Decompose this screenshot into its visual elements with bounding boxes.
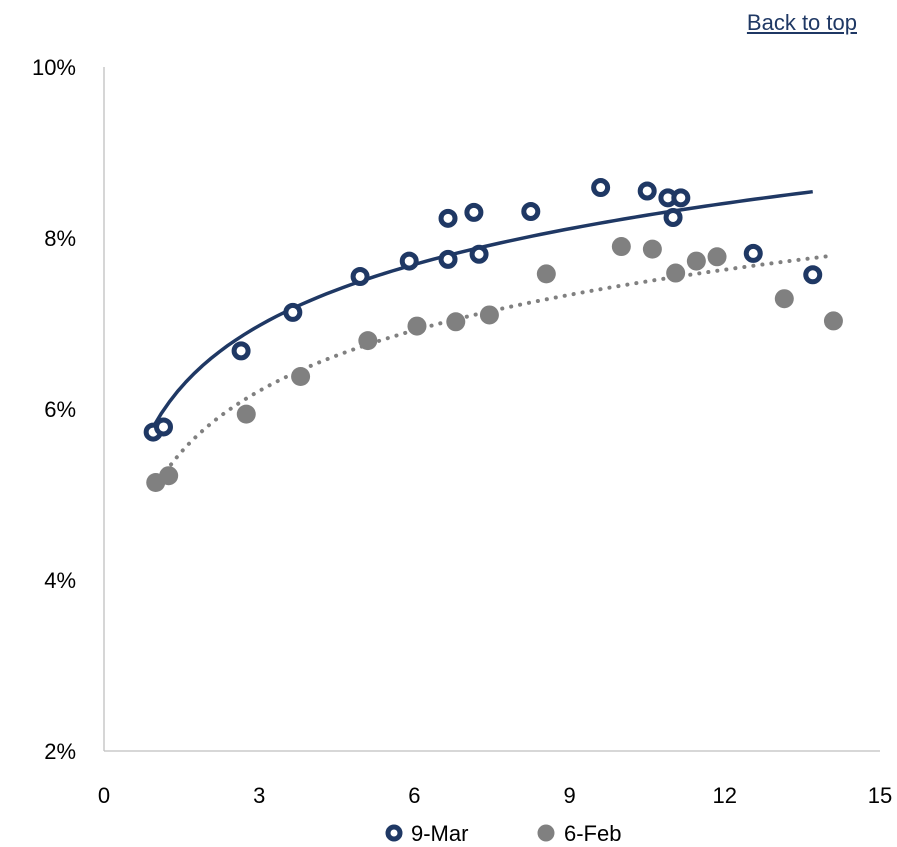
x-tick-label: 9: [563, 783, 575, 808]
x-tick-label: 15: [868, 783, 892, 808]
data-point-6-Feb: [159, 466, 179, 486]
x-tick-label: 12: [713, 783, 737, 808]
legend-label-6-Feb: 6-Feb: [564, 821, 621, 846]
x-tick-label: 0: [98, 783, 110, 808]
legend-label-9-Mar: 9-Mar: [411, 821, 468, 846]
data-point-6-Feb: [642, 239, 662, 259]
data-point-9-Mar: [803, 265, 823, 285]
data-point-9-Mar: [743, 243, 763, 263]
data-point-9-Mar: [350, 266, 370, 286]
data-point-9-Mar: [153, 417, 173, 437]
y-tick-label: 8%: [44, 226, 76, 251]
data-point-6-Feb: [236, 404, 256, 424]
data-point-9-Mar: [521, 201, 541, 221]
data-point-9-Mar: [438, 208, 458, 228]
data-point-6-Feb: [611, 237, 631, 257]
data-point-6-Feb: [666, 263, 686, 283]
x-tick-label: 3: [253, 783, 265, 808]
data-point-6-Feb: [291, 367, 311, 387]
data-point-9-Mar: [438, 249, 458, 269]
trendlines: [151, 189, 836, 490]
data-point-6-Feb: [407, 316, 427, 336]
legend[interactable]: 9-Mar 6-Feb: [385, 821, 621, 846]
data-point-9-Mar: [663, 207, 683, 227]
data-point-9-Mar: [399, 251, 419, 271]
data-point-6-Feb: [536, 264, 556, 284]
data-point-6-Feb: [446, 312, 466, 332]
data-point-9-Mar: [671, 188, 691, 208]
data-point-6-Feb: [707, 247, 727, 267]
trendline-6-Feb: [153, 253, 836, 490]
data-point-6-Feb: [686, 251, 706, 271]
data-point-9-Mar: [231, 341, 251, 361]
y-tick-label: 6%: [44, 397, 76, 422]
back-to-top-link[interactable]: Back to top: [746, 10, 857, 35]
data-point-9-Mar: [637, 181, 657, 201]
data-point-6-Feb: [774, 289, 794, 309]
tick-labels: 0 3 6 9 12 15 2% 4% 6% 8% 10%: [32, 55, 892, 808]
data-point-6-Feb: [823, 311, 843, 331]
chart-axes: [103, 67, 880, 752]
data-point-6-Feb: [358, 331, 378, 351]
data-points: [143, 178, 843, 493]
x-tick-label: 6: [408, 783, 420, 808]
data-point-9-Mar: [469, 244, 489, 264]
y-tick-label: 4%: [44, 568, 76, 593]
y-tick-label: 2%: [44, 739, 76, 764]
data-point-6-Feb: [479, 305, 499, 325]
y-tick-label: 10%: [32, 55, 76, 80]
legend-marker-9-Mar: [385, 824, 403, 842]
data-point-9-Mar: [591, 178, 611, 198]
data-point-9-Mar: [283, 302, 303, 322]
data-point-9-Mar: [464, 202, 484, 222]
legend-marker-6-Feb: [537, 824, 555, 842]
